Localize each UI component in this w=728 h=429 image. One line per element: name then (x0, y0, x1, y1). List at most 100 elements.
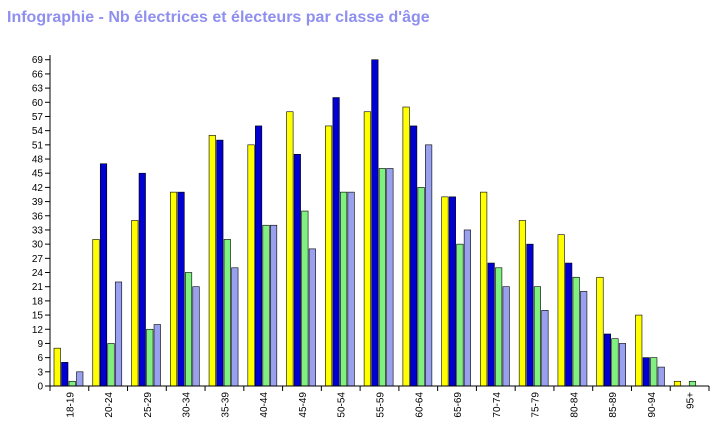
bar-35-39-s3 (223, 239, 231, 387)
x-tick-label: 60-64 (414, 392, 425, 418)
bar-20-24-s3 (107, 343, 115, 387)
bar-20-24-s4 (114, 281, 123, 387)
bar-80-84-s3 (572, 276, 580, 387)
x-tick-label: 18-19 (65, 392, 76, 418)
bar-55-59-s4 (386, 168, 394, 387)
bar-50-54-s3 (340, 191, 348, 387)
y-tick-label: 12 (32, 325, 44, 336)
y-tick-label: 9 (37, 339, 43, 350)
y-tick-label: 3 (37, 367, 43, 378)
x-tick-label: 45-49 (298, 392, 309, 418)
bar-60-64-s2 (410, 125, 418, 387)
bar-80-84-s4 (580, 291, 588, 387)
bar-90-94-s4 (657, 366, 665, 387)
bar-18-19-s2 (61, 362, 69, 387)
bar-45-49-s3 (301, 210, 309, 387)
bar-40-44-s4 (270, 224, 278, 387)
y-tick-label: 36 (32, 211, 44, 222)
bar-45-49-s2 (293, 154, 301, 387)
x-tick-label: 55-59 (376, 392, 387, 418)
chart-title: Infographie - Nb électrices et électeurs… (7, 9, 430, 26)
bar-65-69-s4 (463, 229, 471, 387)
bar-25-29-s2 (138, 172, 146, 387)
y-tick-label: 18 (32, 296, 44, 307)
y-tick-label: 42 (32, 183, 44, 194)
bar-18-19-s1 (53, 347, 61, 387)
bars-group (53, 59, 697, 387)
bar-65-69-s3 (456, 243, 464, 387)
bar-65-69-s2 (448, 196, 456, 387)
bar-85-89-s3 (611, 338, 619, 387)
y-tick-label: 33 (32, 225, 44, 236)
y-tick-label: 6 (37, 353, 43, 364)
bar-85-89-s1 (596, 276, 604, 387)
bar-18-19-s4 (76, 371, 84, 387)
bar-18-19-s3 (68, 380, 76, 387)
x-tick-label: 85-89 (608, 392, 619, 418)
bar-30-34-s3 (184, 272, 193, 387)
y-tick-label: 60 (32, 98, 44, 109)
bar-75-79-s4 (541, 310, 549, 387)
y-tick-label: 0 (37, 382, 43, 393)
y-tick-label: 27 (32, 254, 44, 265)
x-tick-label: 20-24 (104, 392, 115, 418)
bar-90-94-s3 (650, 357, 658, 387)
y-tick-label: 66 (32, 69, 44, 80)
bar-35-39-s4 (231, 267, 239, 387)
bar-25-29-s4 (153, 324, 161, 387)
x-tick-label: 75-79 (531, 392, 542, 418)
y-tick-label: 21 (32, 282, 44, 293)
bar-30-34-s2 (177, 191, 185, 387)
x-axis-ticks: 18-19 20-24 25-29 30-34 35-39 40-44 45-49 50-54… (49, 386, 710, 418)
x-tick-label: 70-74 (492, 392, 503, 418)
y-tick-label: 45 (32, 169, 44, 180)
y-tick-label: 30 (32, 240, 44, 251)
bar-45-49-s4 (308, 248, 316, 387)
y-tick-label: 54 (32, 126, 44, 137)
bar-85-89-s2 (603, 333, 612, 387)
x-tick-label: 50-54 (337, 392, 348, 418)
bar-30-34-s1 (169, 191, 178, 387)
y-tick-label: 69 (32, 55, 44, 66)
bar-25-29-s3 (146, 328, 154, 387)
x-tick-label: 35-39 (220, 392, 231, 418)
bar-55-59-s2 (371, 59, 379, 387)
bar-30-34-s4 (192, 286, 200, 387)
bar-40-44-s2 (255, 125, 263, 387)
bar-70-74-s4 (502, 286, 510, 387)
bar-25-29-s1 (131, 220, 139, 387)
x-tick-label: 30-34 (182, 392, 193, 418)
bar-75-79-s3 (533, 286, 541, 387)
bar-90-94-s2 (642, 357, 650, 387)
bar-95+-s1 (673, 380, 682, 387)
bar-70-74-s3 (495, 267, 503, 387)
x-tick-label: 65-69 (453, 392, 464, 418)
bar-90-94-s1 (635, 314, 643, 387)
bar-75-79-s1 (518, 220, 526, 387)
x-tick-label: 25-29 (143, 392, 154, 418)
bar-50-54-s4 (347, 191, 355, 387)
bar-85-89-s4 (618, 343, 627, 387)
x-tick-label: 80-84 (569, 392, 580, 418)
bar-50-54-s2 (332, 97, 340, 387)
bar-40-44-s1 (247, 144, 255, 387)
y-axis-ticks: 0369121518212427303336394245485154576063… (32, 55, 50, 393)
bar-20-24-s1 (92, 239, 100, 387)
bar-35-39-s1 (208, 135, 216, 387)
bar-95+-s3 (688, 380, 697, 387)
bar-45-49-s1 (286, 111, 294, 387)
bar-55-59-s3 (378, 168, 386, 387)
bar-60-64-s4 (425, 144, 433, 387)
y-tick-label: 48 (32, 155, 44, 166)
bar-50-54-s1 (325, 125, 333, 387)
y-tick-label: 39 (32, 197, 44, 208)
y-tick-label: 51 (32, 140, 44, 151)
bar-70-74-s1 (480, 191, 488, 387)
bar-60-64-s3 (417, 187, 425, 387)
bar-65-69-s1 (441, 196, 449, 387)
x-tick-label: 95+ (686, 392, 697, 409)
y-tick-label: 63 (32, 84, 44, 95)
bar-40-44-s3 (262, 224, 270, 387)
y-tick-label: 15 (32, 311, 44, 322)
